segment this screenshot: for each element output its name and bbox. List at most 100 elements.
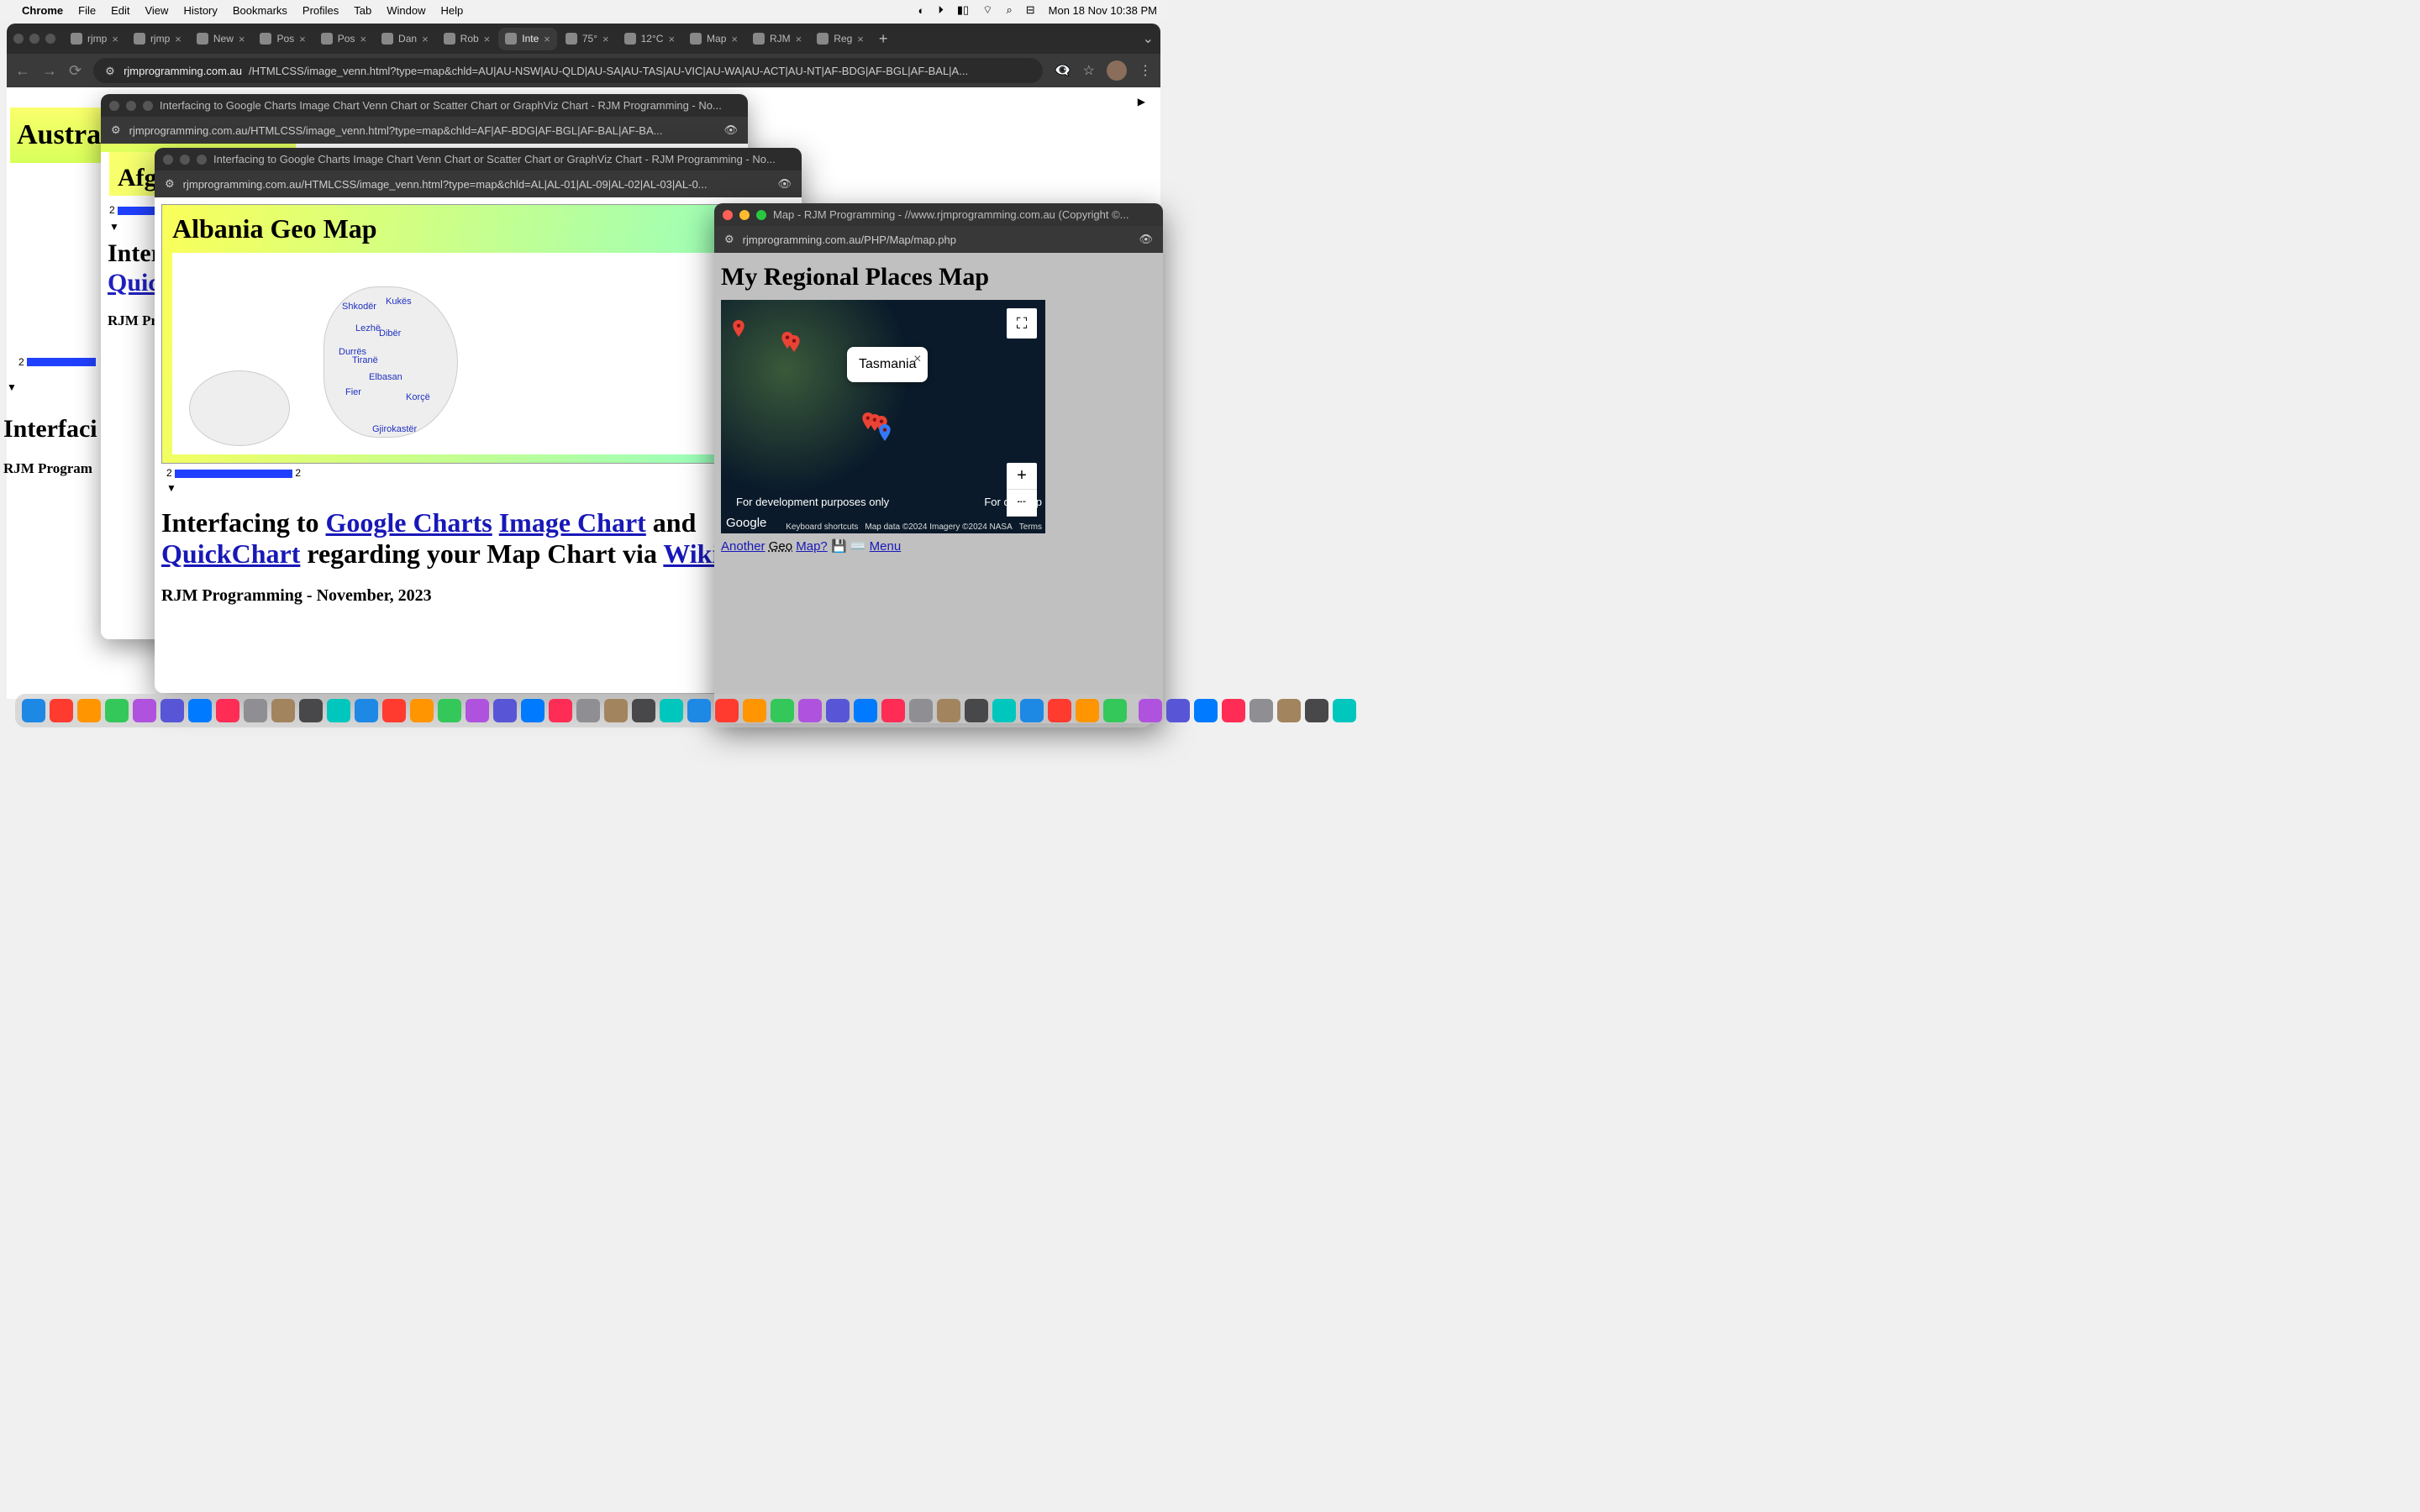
site-settings-icon[interactable]: ⚙ (165, 177, 175, 191)
browser-tab[interactable]: Reg× (810, 28, 871, 50)
close-tab-icon[interactable]: × (796, 33, 802, 45)
zoom-in-button[interactable]: + (1007, 463, 1037, 490)
dock-app[interactable] (1139, 699, 1162, 722)
close-tab-icon[interactable]: × (668, 33, 675, 45)
site-settings-icon[interactable]: ⚙ (105, 65, 117, 76)
menu-link[interactable]: Menu (870, 539, 902, 554)
dock-app[interactable] (521, 699, 544, 722)
dock-app[interactable] (798, 699, 822, 722)
keyboard-shortcuts-link[interactable]: Keyboard shortcuts (786, 522, 858, 532)
browser-tab[interactable]: Map× (683, 28, 744, 50)
dock-app[interactable] (77, 699, 101, 722)
dock-app[interactable] (881, 699, 905, 722)
popup-titlebar[interactable]: Interfacing to Google Charts Image Chart… (101, 94, 748, 117)
dock-app[interactable] (22, 699, 45, 722)
menu-window[interactable]: Window (387, 4, 425, 17)
browser-tab[interactable]: Rob× (437, 28, 497, 50)
dock-app[interactable] (632, 699, 655, 722)
window-controls[interactable] (13, 34, 55, 44)
menu-bookmarks[interactable]: Bookmarks (233, 4, 287, 17)
terms-link[interactable]: Terms (1019, 522, 1042, 532)
profile-avatar[interactable] (1107, 60, 1127, 81)
dock-app[interactable] (992, 699, 1016, 722)
close-tab-icon[interactable]: × (422, 33, 429, 45)
dock-app[interactable] (1103, 699, 1127, 722)
close-tab-icon[interactable]: × (299, 33, 306, 45)
reload-button[interactable]: ⟳ (69, 62, 82, 80)
close-tab-icon[interactable]: × (857, 33, 864, 45)
dock-app[interactable] (1020, 699, 1044, 722)
dock-app[interactable] (909, 699, 933, 722)
menu-edit[interactable]: Edit (111, 4, 129, 17)
dock-app[interactable] (1333, 699, 1356, 722)
dock-app[interactable] (1305, 699, 1328, 722)
menu-profiles[interactable]: Profiles (302, 4, 339, 17)
close-tab-icon[interactable]: × (360, 33, 366, 45)
dock-app[interactable] (355, 699, 378, 722)
incognito-icon[interactable]: 👁‍🗨 (1055, 62, 1071, 79)
collapse-icon[interactable]: ▼ (166, 482, 790, 494)
menu-view[interactable]: View (145, 4, 168, 17)
dock-app[interactable] (1249, 699, 1273, 722)
dock-app[interactable] (244, 699, 267, 722)
close-tab-icon[interactable]: × (544, 33, 550, 45)
eye-off-icon[interactable]: 👁 (1139, 233, 1153, 246)
floppy-icon[interactable]: 💾 (831, 539, 847, 554)
quickchart-link[interactable]: QuickChart (161, 538, 300, 569)
expand-icon[interactable]: ▶ (1138, 96, 1145, 108)
eye-off-icon[interactable]: 👁 (777, 177, 792, 191)
eye-off-icon[interactable]: 👁 (723, 123, 738, 137)
dock-app[interactable] (133, 699, 156, 722)
tab-dropdown[interactable]: ⌄ (1143, 30, 1154, 47)
dock-app[interactable] (1222, 699, 1245, 722)
image-chart-link[interactable]: Image Chart (499, 507, 646, 538)
dock-app[interactable] (1194, 699, 1218, 722)
new-tab-button[interactable]: + (879, 30, 888, 48)
browser-tab[interactable]: rjmp× (64, 28, 125, 50)
popup-addressbar[interactable]: ⚙ rjmprogramming.com.au/PHP/Map/map.php … (714, 226, 1163, 253)
dock-app[interactable] (160, 699, 184, 722)
dock-app[interactable] (438, 699, 461, 722)
dock-app[interactable] (715, 699, 739, 722)
map-pin[interactable] (788, 335, 800, 352)
dock-app[interactable] (105, 699, 129, 722)
browser-tab[interactable]: Pos× (253, 28, 312, 50)
site-settings-icon[interactable]: ⚙ (724, 233, 734, 246)
address-bar[interactable]: ⚙ rjmprogramming.com.au/HTMLCSS/image_ve… (93, 58, 1043, 83)
control-center-icon[interactable]: ⊟ (1026, 3, 1035, 17)
dock-app[interactable] (1048, 699, 1071, 722)
close-tab-icon[interactable]: × (112, 33, 118, 45)
app-menu[interactable]: Chrome (22, 4, 63, 17)
clock[interactable]: Mon 18 Nov 10:38 PM (1049, 4, 1157, 17)
dock-app[interactable] (687, 699, 711, 722)
forward-button[interactable]: → (42, 62, 57, 80)
dock-app[interactable] (604, 699, 628, 722)
dock-app[interactable] (493, 699, 517, 722)
dock-app[interactable] (327, 699, 350, 722)
map-link[interactable]: Map? (796, 539, 828, 554)
browser-tab[interactable]: New× (190, 28, 252, 50)
bookmark-icon[interactable]: ☆ (1083, 62, 1095, 79)
menu-history[interactable]: History (183, 4, 217, 17)
menu-file[interactable]: File (78, 4, 96, 17)
browser-tab[interactable]: rjmp× (127, 28, 188, 50)
another-link[interactable]: Another (721, 539, 765, 554)
dock-app[interactable] (299, 699, 323, 722)
dock-app[interactable] (382, 699, 406, 722)
browser-tab[interactable]: RJM× (746, 28, 808, 50)
browser-tab[interactable]: Pos× (314, 28, 373, 50)
dock-app[interactable] (854, 699, 877, 722)
dock-app[interactable] (549, 699, 572, 722)
dock-app[interactable] (1076, 699, 1099, 722)
browser-tab[interactable]: 12°C× (618, 28, 681, 50)
close-tab-icon[interactable]: × (731, 33, 738, 45)
dock-app[interactable] (1166, 699, 1190, 722)
menu-tab[interactable]: Tab (354, 4, 371, 17)
close-icon[interactable]: × (913, 352, 921, 367)
dock-app[interactable] (466, 699, 489, 722)
moon-icon[interactable]: ◐ (918, 4, 925, 17)
fullscreen-button[interactable]: ⛶ (1007, 308, 1037, 339)
close-tab-icon[interactable]: × (484, 33, 491, 45)
dock-app[interactable] (965, 699, 988, 722)
popup-addressbar[interactable]: ⚙ rjmprogramming.com.au/HTMLCSS/image_ve… (101, 117, 748, 144)
